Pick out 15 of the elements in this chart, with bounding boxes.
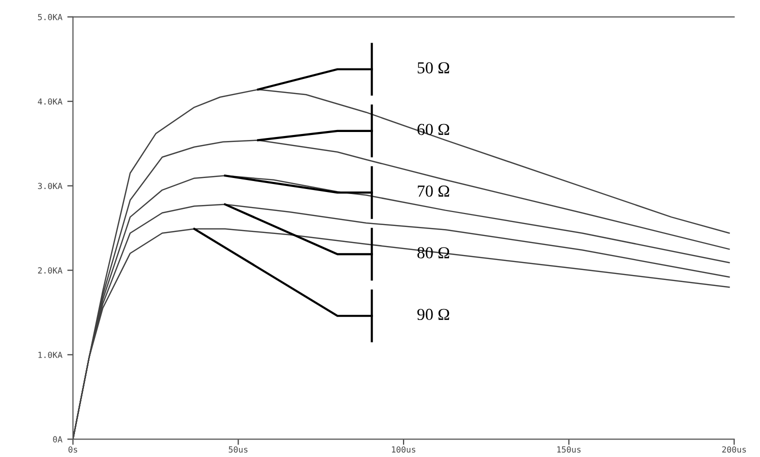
x-tick-label: 50us xyxy=(228,446,248,453)
annotation: 50 Ω xyxy=(418,62,450,74)
x-tick-label: 0s xyxy=(68,446,78,453)
y-tick-label: 1.0KA xyxy=(38,352,62,358)
annotation: 90 Ω xyxy=(417,308,450,320)
x-tick-label: 100us xyxy=(392,446,416,453)
y-tick-label: 5.0KA xyxy=(38,14,62,20)
x-tick-label: 200us xyxy=(722,446,746,453)
y-tick-label: 0A xyxy=(53,436,62,442)
annotation: 70 Ω xyxy=(418,185,450,197)
y-tick-label: 4.0KA xyxy=(38,98,62,105)
annotation: 60 Ω xyxy=(418,124,450,136)
y-tick-label: 2.0KA xyxy=(38,267,62,274)
y-tick-label: 3.0KA xyxy=(38,182,62,190)
x-tick-label: 150us xyxy=(557,446,581,453)
